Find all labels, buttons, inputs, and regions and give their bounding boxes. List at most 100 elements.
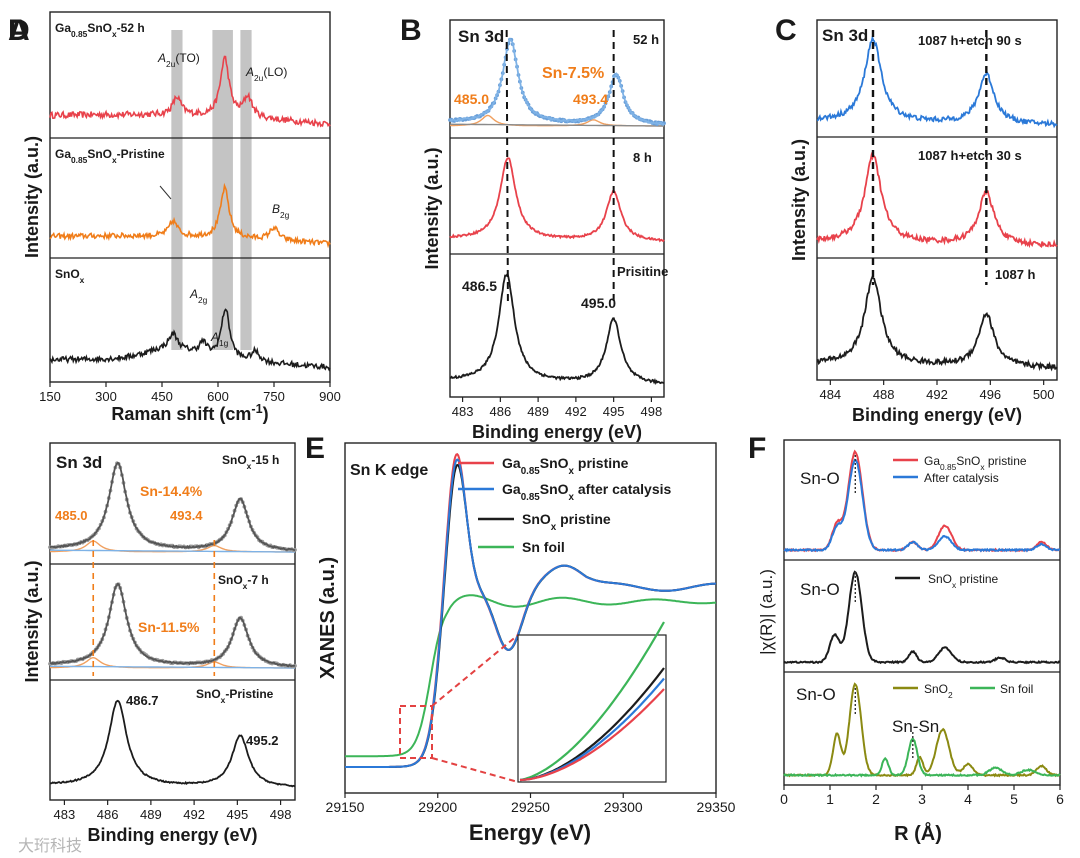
panel-b: 483 486 489 492 495 498 B Intensity (a.u.) Bindi… (400, 14, 668, 442)
sn-percent-label: Sn-11.5% (138, 619, 200, 635)
x-tick-label: 489 (140, 807, 162, 822)
inset-line (519, 688, 665, 782)
condition-label: SnOx-Pristine (196, 687, 274, 705)
panel-letter: B (400, 14, 422, 47)
series-line-b-0 (449, 37, 665, 126)
x-tick-label: 300 (95, 389, 117, 404)
x-tick-label: 600 (207, 389, 229, 404)
zoom-region (399, 705, 433, 759)
series-line-c-2 (816, 275, 1058, 372)
x-tick-label: 492 (565, 404, 587, 419)
panel-d: 483 486 489 492 495 498 D Intensity (a.u.) Bindi… (8, 14, 297, 845)
element-label: Sn 3d (822, 26, 868, 45)
x-tick-label: 3 (918, 791, 926, 807)
x-tick-label: 29300 (604, 799, 643, 815)
panel-letter: E (305, 432, 325, 465)
legend-label: Ga0.85SnOx pristine (502, 455, 629, 477)
fit-peak-label: 485.0 (55, 508, 88, 523)
x-tick-label: 486 (490, 404, 512, 419)
x-tick-label: 150 (39, 389, 61, 404)
element-label: Sn 3d (56, 453, 102, 472)
y-axis-label: Intensity (a.u.) (789, 139, 809, 261)
condition-label: 52 h (633, 32, 659, 47)
x-axis-label: Energy (eV) (469, 820, 591, 845)
series-line-f-2 (783, 570, 1061, 665)
condition-label: 1087 h+etch 30 s (918, 148, 1022, 163)
inset-line (519, 621, 665, 782)
bond-label: Sn-O (796, 685, 836, 704)
x-tick-label: 1 (826, 791, 834, 807)
mode-label: A2g (189, 287, 208, 305)
x-tick-label: 4 (964, 791, 972, 807)
x-axis-label: Binding energy (eV) (472, 422, 642, 442)
series-line-f-1 (783, 458, 1061, 553)
series-line-c-1 (816, 151, 1058, 249)
zoom-connector (431, 634, 519, 707)
chart-title: Sn K edge (350, 462, 428, 479)
x-tick-label: 29250 (511, 799, 550, 815)
x-tick-label: 2 (872, 791, 880, 807)
legend-label: Sn foil (522, 539, 565, 555)
x-tick-label: 495 (603, 404, 625, 419)
x-tick-label: 492 (183, 807, 205, 822)
fit-peak-label: 485.0 (454, 91, 489, 107)
panel-f: 0 1 2 3 4 5 6 Sn-O Sn-O Sn-O Sn-Sn Ga0.85SnOx prist… (748, 432, 1064, 845)
x-tick-label: 450 (151, 389, 173, 404)
bond-label: Sn-Sn (892, 717, 939, 736)
x-axis-label: Raman shift (cm-1) (111, 402, 268, 424)
series-line-d-1 (49, 582, 296, 668)
peak-label: 495.0 (581, 295, 616, 311)
legend-label: After catalysis (924, 471, 999, 485)
series-line-e-3 (345, 458, 716, 768)
y-axis-label: XANES (a.u.) (317, 557, 339, 679)
series-line-d-0 (49, 461, 296, 552)
x-tick-label: 495 (227, 807, 249, 822)
x-tick-label: 500 (1033, 387, 1055, 402)
x-tick-label: 0 (780, 791, 788, 807)
y-axis-label: Intensity (a.u.) (422, 147, 442, 269)
shaded-band (240, 30, 252, 350)
y-axis-label: Intensity (a.u.) (22, 560, 42, 682)
panel-letter: A (8, 14, 30, 47)
x-tick-label: 29200 (418, 799, 457, 815)
peak-label: 486.7 (126, 693, 159, 708)
panel-c: 484 488 492 496 500 C Intensity (a.u.) Binding … (775, 14, 1058, 425)
x-tick-label: 750 (263, 389, 285, 404)
mode-label: A1g (210, 330, 229, 348)
y-axis-label: Intensity (a.u.) (22, 136, 42, 258)
series-label: Ga0.85SnOx-52 h (55, 21, 145, 39)
x-tick-label: 492 (926, 387, 948, 402)
fit-background (50, 549, 295, 553)
plot-frame (816, 19, 1058, 381)
peak-label: 495.2 (246, 733, 279, 748)
x-axis-label: R (Å) (894, 821, 942, 845)
x-tick-label: 496 (979, 387, 1001, 402)
panel-letter: C (775, 14, 797, 47)
legend-label: Ga0.85SnOx pristine (924, 454, 1027, 472)
legend-label: SnOx pristine (928, 572, 999, 590)
x-tick-label: 488 (873, 387, 895, 402)
condition-label: 1087 h+etch 90 s (918, 33, 1022, 48)
series-label: SnOx (55, 267, 85, 285)
plot-frame (49, 11, 331, 383)
panel-letter: D (8, 14, 30, 47)
plot-frame (449, 19, 665, 398)
x-axis-label: Binding energy (eV) (87, 825, 257, 845)
peak-guide-line (505, 29, 509, 303)
sn-percent-label: Sn-7.5% (542, 65, 604, 82)
shaded-band (171, 30, 183, 350)
x-tick-label: 498 (270, 807, 292, 822)
series-line-b-1 (449, 157, 665, 243)
series-label: Ga0.85SnOx-Pristine (55, 147, 165, 165)
watermark: 大珩科技 (18, 837, 82, 855)
series-line-a-0 (49, 55, 331, 128)
series-line-b-2 (449, 272, 665, 386)
x-tick-label: 900 (319, 389, 341, 404)
mode-label: B2g (272, 202, 290, 220)
fit-peak-label: 493.4 (170, 508, 203, 523)
peak-label: 486.5 (462, 278, 497, 294)
condition-label: SnOx-15 h (222, 453, 279, 471)
x-tick-label: 29150 (326, 799, 365, 815)
condition-label: 8 h (633, 150, 652, 165)
